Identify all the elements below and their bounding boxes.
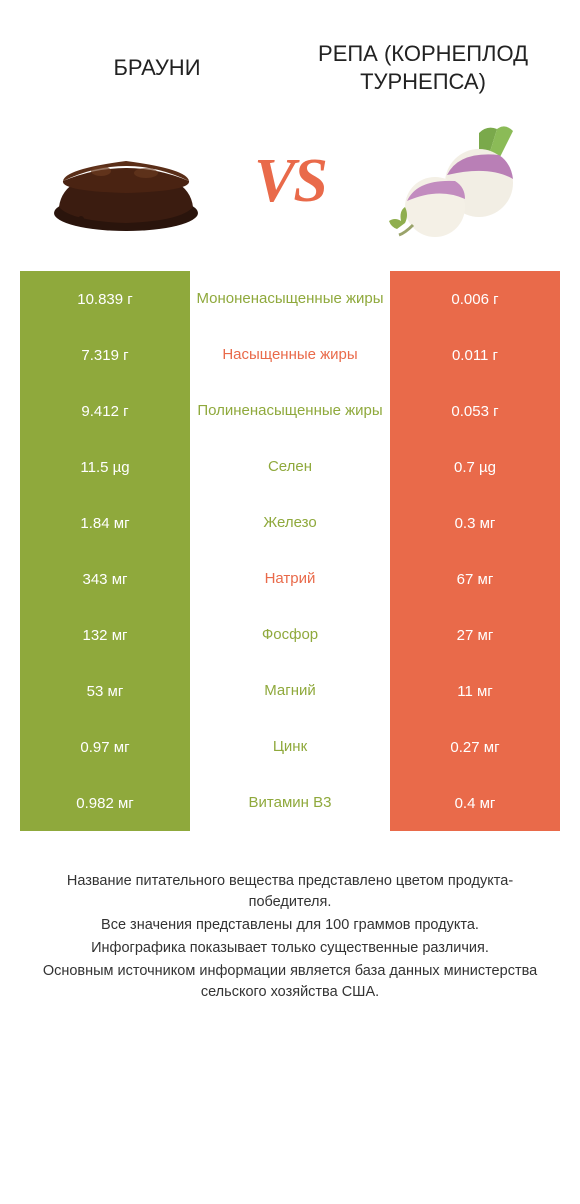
left-value-cell: 9.412 г (20, 383, 190, 439)
nutrient-label: Цинк (190, 719, 390, 775)
table-row: 7.319 гНасыщенные жиры0.011 г (20, 327, 560, 383)
right-value-cell: 0.053 г (390, 383, 560, 439)
nutrient-label: Натрий (190, 551, 390, 607)
right-value-cell: 67 мг (390, 551, 560, 607)
nutrient-label: Железо (190, 495, 390, 551)
left-value-cell: 343 мг (20, 551, 190, 607)
vs-label: VS (254, 146, 326, 217)
table-row: 343 мгНатрий67 мг (20, 551, 560, 607)
left-value-cell: 53 мг (20, 663, 190, 719)
footnote-line: Все значения представлены для 100 граммо… (28, 915, 552, 936)
table-row: 11.5 µgСелен0.7 µg (20, 439, 560, 495)
footnote: Название питательного вещества представл… (0, 831, 580, 1003)
right-value-cell: 0.3 мг (390, 495, 560, 551)
left-value-cell: 10.839 г (20, 271, 190, 327)
left-value-cell: 0.97 мг (20, 719, 190, 775)
right-value-cell: 0.7 µg (390, 439, 560, 495)
nutrient-label: Мононенасыщенные жиры (190, 271, 390, 327)
left-value-cell: 7.319 г (20, 327, 190, 383)
nutrient-label: Насыщенные жиры (190, 327, 390, 383)
table-row: 10.839 гМононенасыщенные жиры0.006 г (20, 271, 560, 327)
table-row: 132 мгФосфор27 мг (20, 607, 560, 663)
right-value-cell: 0.27 мг (390, 719, 560, 775)
nutrient-label: Полиненасыщенные жиры (190, 383, 390, 439)
right-value-cell: 0.4 мг (390, 775, 560, 831)
table-row: 9.412 гПолиненасыщенные жиры0.053 г (20, 383, 560, 439)
left-value-cell: 11.5 µg (20, 439, 190, 495)
footnote-line: Название питательного вещества представл… (28, 871, 552, 913)
hero-row: VS (0, 111, 580, 271)
right-product-image (369, 121, 539, 241)
table-row: 53 мгМагний11 мг (20, 663, 560, 719)
table-row: 0.982 мгВитамин B30.4 мг (20, 775, 560, 831)
right-value-cell: 27 мг (390, 607, 560, 663)
nutrient-label: Селен (190, 439, 390, 495)
right-value-cell: 0.011 г (390, 327, 560, 383)
nutrient-label: Магний (190, 663, 390, 719)
right-value-cell: 11 мг (390, 663, 560, 719)
footnote-line: Инфографика показывает только существенн… (28, 938, 552, 959)
left-value-cell: 0.982 мг (20, 775, 190, 831)
comparison-table: 10.839 гМононенасыщенные жиры0.006 г7.31… (20, 271, 560, 831)
table-row: 0.97 мгЦинк0.27 мг (20, 719, 560, 775)
left-value-cell: 132 мг (20, 607, 190, 663)
right-product-title: РЕПА (КОРНЕПЛОД ТУРНЕПСА) (290, 40, 556, 95)
nutrient-label: Витамин B3 (190, 775, 390, 831)
header: БРАУНИ РЕПА (КОРНЕПЛОД ТУРНЕПСА) (0, 0, 580, 111)
table-row: 1.84 мгЖелезо0.3 мг (20, 495, 560, 551)
nutrient-label: Фосфор (190, 607, 390, 663)
left-value-cell: 1.84 мг (20, 495, 190, 551)
left-product-image (41, 121, 211, 241)
right-value-cell: 0.006 г (390, 271, 560, 327)
footnote-line: Основным источником информации является … (28, 961, 552, 1003)
left-product-title: БРАУНИ (24, 54, 290, 82)
